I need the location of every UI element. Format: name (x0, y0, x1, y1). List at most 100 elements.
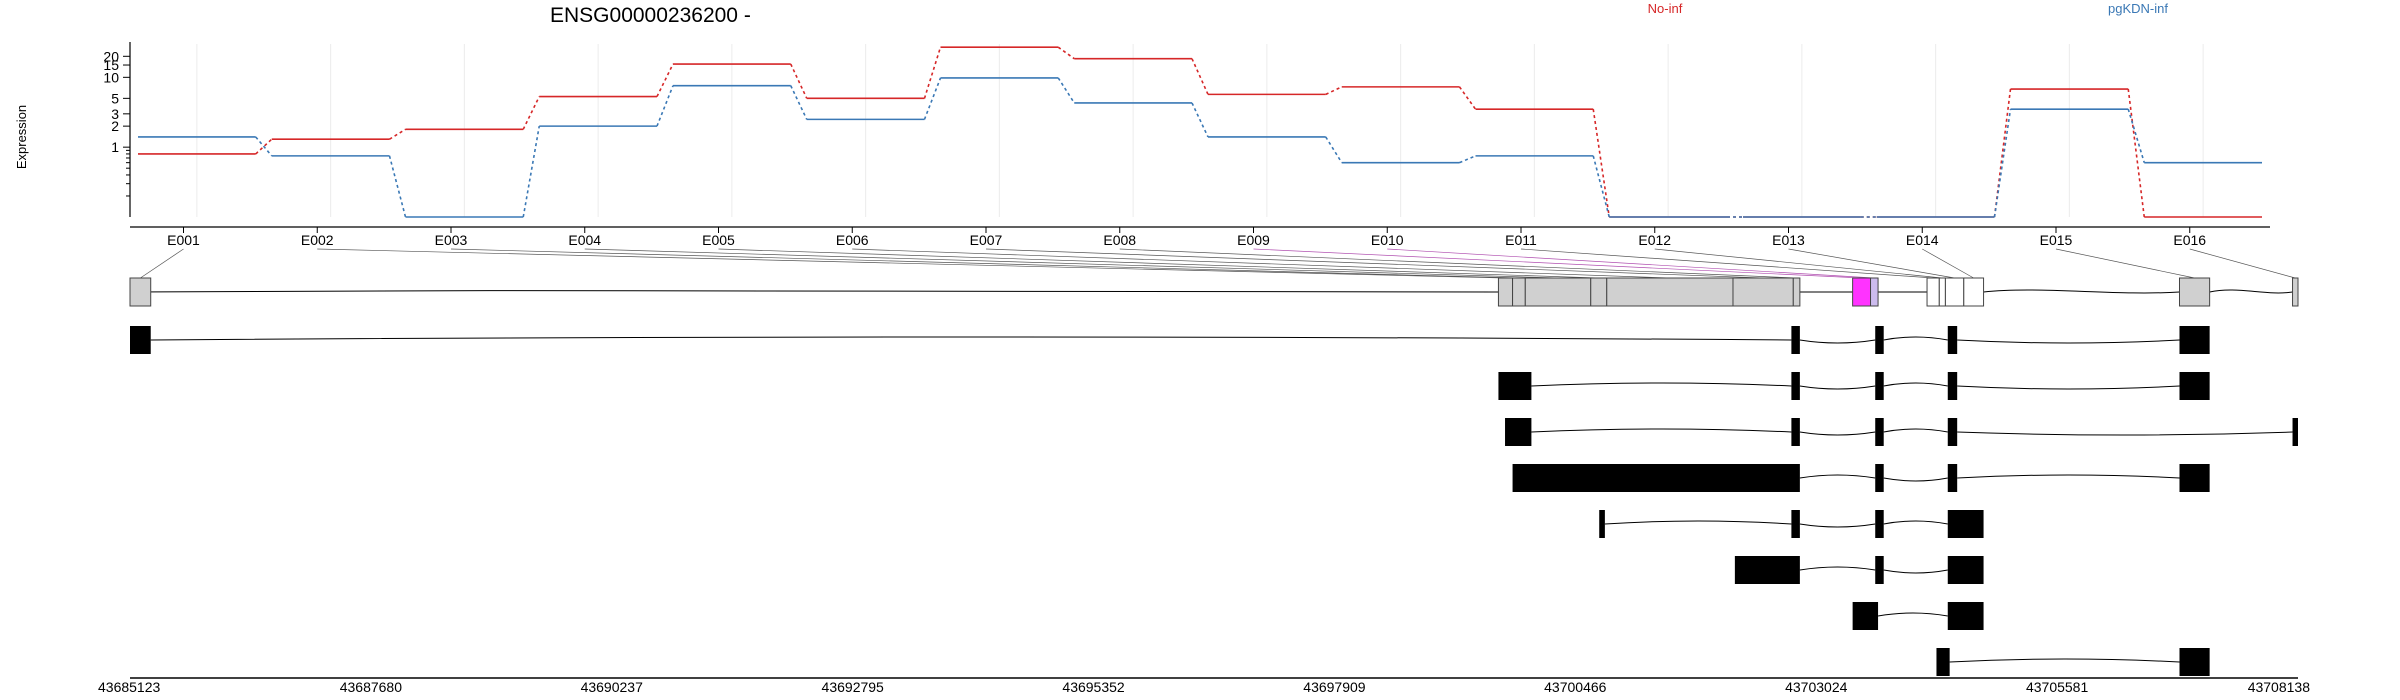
genomic-tick-label: 43697909 (1303, 679, 1366, 695)
exon-axis: E001 E002 E003 E004 E005 E006 E007 E008 E009 E010… (130, 226, 2270, 248)
transcript-exon (1947, 556, 1984, 584)
series-connector (1325, 136, 1343, 164)
exon-connector (1788, 248, 1955, 279)
gene-exon-e014 (1963, 277, 1985, 307)
y-tick-label: 3 (111, 106, 119, 122)
transcript-intron (1799, 385, 1876, 390)
transcript-intron (1799, 474, 1876, 479)
transcript-exon (1947, 372, 1958, 400)
transcript-exon (2292, 418, 2298, 446)
transcript-exon (1875, 556, 1884, 584)
transcript-exon (1505, 418, 1532, 446)
transcript-intron (1883, 477, 1948, 482)
exon-connector (2055, 248, 2195, 279)
series-connector (1057, 46, 1075, 60)
legend-label-no-inf: No-inf (1648, 1, 1683, 16)
transcript-exon (2179, 326, 2210, 354)
series-connector (1191, 102, 1209, 138)
transcript-exon (1498, 372, 1532, 400)
series-connector (255, 136, 273, 157)
transcript-intron (1957, 431, 2293, 436)
y-tick-label: 10 (103, 69, 119, 85)
y-tick-label: 20 (103, 48, 119, 64)
exon-tick-label: E011 (1505, 232, 1537, 248)
transcript-exon (1599, 510, 1605, 538)
exon-tick-label: E004 (568, 232, 601, 248)
transcript-exon (1791, 326, 1800, 354)
exon-connector (140, 248, 184, 279)
genomic-tick-label: 43703024 (1785, 679, 1848, 695)
transcript-intron (150, 336, 1792, 341)
transcript-exon (2179, 648, 2210, 676)
genomic-tick-label: 43690237 (581, 679, 644, 695)
series-connector (1592, 109, 1611, 218)
transcript-intron (1883, 428, 1948, 433)
gene-intron (129, 290, 1499, 293)
transcript-exon (1947, 418, 1958, 446)
transcript-exon (1791, 372, 1800, 400)
genomic-tick-label: 43692795 (822, 679, 885, 695)
series-connector (790, 85, 808, 120)
gene-exon-e001 (129, 277, 152, 307)
chart-title: ENSG00000236200 - (550, 4, 751, 27)
exon-tick-label: E007 (970, 232, 1003, 248)
transcript-exon (1875, 372, 1884, 400)
expression-series (138, 46, 2262, 218)
gene-model (129, 277, 2299, 307)
genomic-tick-label: 43695352 (1062, 679, 1125, 695)
series-connector (522, 96, 540, 130)
transcript-exon (1734, 556, 1800, 584)
exon-tick-label: E012 (1638, 232, 1671, 248)
plot-gridlines (196, 44, 2204, 217)
transcript-exon (1936, 648, 1950, 676)
transcript-exon (1947, 326, 1958, 354)
transcript-intron (1957, 339, 2180, 344)
exon-connector (1922, 248, 1974, 279)
exon-connector (584, 248, 1559, 279)
exon-tick-label: E003 (435, 232, 468, 248)
gene-intron (1983, 289, 2180, 294)
exon-connector (1119, 248, 1797, 279)
series-connector (255, 138, 273, 155)
transcript-exon (1791, 418, 1800, 446)
series-connector (522, 125, 541, 218)
exon-tick-label: E006 (836, 232, 869, 248)
series-connector (1993, 109, 2012, 218)
y-tick-label: 2 (111, 118, 119, 134)
exon-connector (852, 248, 1670, 279)
transcript-models (130, 326, 2298, 676)
transcript-exon (1875, 326, 1884, 354)
transcript-intron (1883, 382, 1948, 387)
gene-exon-e002 (1497, 277, 1514, 307)
y-tick-label: 15 (103, 57, 119, 73)
transcript-intron (1883, 520, 1948, 525)
exon-connector (2189, 248, 2296, 279)
series-connector (389, 128, 406, 140)
series-connector (1191, 58, 1209, 95)
genomic-tick-label: 43705581 (2026, 679, 2089, 695)
transcript-exon (1791, 510, 1800, 538)
series-connector (923, 46, 942, 99)
exon-tick-label: E014 (1906, 232, 1939, 248)
exon-tick-label: E016 (2173, 232, 2206, 248)
transcript-intron (1877, 612, 1948, 617)
series-connector (1459, 155, 1476, 164)
transcript-exon (1875, 418, 1884, 446)
series-connector (1592, 155, 1611, 218)
gene-exon-e008 (1792, 277, 1801, 307)
transcript-exon (1852, 602, 1879, 630)
gene-exon-e013 (1944, 277, 1965, 307)
exon-tick-label: E013 (1772, 232, 1805, 248)
transcript-exon (1947, 602, 1984, 630)
transcript-intron (1531, 428, 1792, 433)
genomic-tick-label: 43685123 (98, 679, 161, 695)
gene-exon-e015 (2178, 277, 2211, 307)
transcript-intron (1883, 569, 1948, 574)
series-connector (790, 63, 808, 99)
exon-connector (1520, 248, 1934, 279)
y-axis-label: Expression (14, 105, 29, 169)
gene-exon-e007 (1732, 277, 1794, 307)
genomic-tick-label: 43708138 (2248, 679, 2311, 695)
